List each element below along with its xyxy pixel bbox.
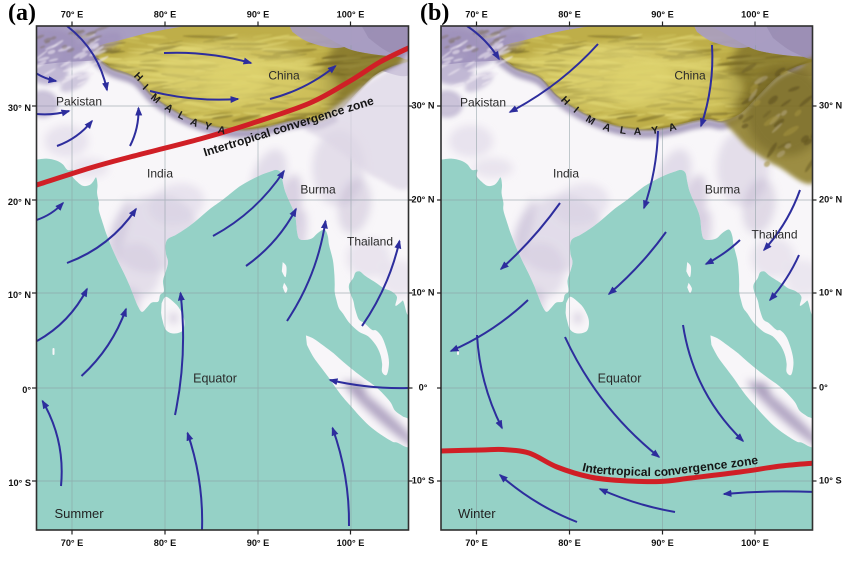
svg-text:70° E: 70° E [61,10,84,20]
svg-text:Pakistan: Pakistan [56,95,102,109]
svg-text:10° N: 10° N [8,290,31,300]
svg-text:Thailand: Thailand [751,228,797,242]
svg-text:20° N: 20° N [8,197,31,207]
svg-text:Equator: Equator [193,372,237,386]
svg-text:80° E: 80° E [154,10,177,20]
svg-text:30° N: 30° N [819,101,842,111]
svg-text:20° N: 20° N [819,195,842,205]
svg-text:70° E: 70° E [61,538,84,548]
svg-text:Equator: Equator [598,372,642,386]
svg-text:30° N: 30° N [411,101,434,111]
svg-text:70° E: 70° E [465,538,488,548]
svg-text:80° E: 80° E [558,538,581,548]
svg-text:China: China [674,69,706,83]
svg-text:L: L [619,124,628,137]
svg-text:70° E: 70° E [465,10,488,20]
svg-text:A: A [217,124,227,137]
svg-text:A: A [601,121,613,135]
svg-text:Summer: Summer [55,506,105,521]
svg-text:100° E: 100° E [337,10,365,20]
svg-text:90° E: 90° E [651,10,674,20]
svg-text:Y: Y [203,120,213,133]
svg-text:L: L [176,109,188,123]
svg-text:Pakistan: Pakistan [460,96,506,110]
svg-text:10° N: 10° N [819,288,842,298]
svg-text:India: India [147,167,173,181]
svg-text:0°: 0° [419,383,428,393]
svg-text:90° E: 90° E [651,538,674,548]
svg-text:Burma: Burma [705,183,741,197]
svg-text:100° E: 100° E [741,10,769,20]
svg-text:Winter: Winter [458,506,496,521]
svg-text:A: A [634,126,642,138]
svg-text:0°: 0° [819,383,828,393]
svg-text:100° E: 100° E [741,538,769,548]
svg-text:10° S: 10° S [819,476,842,486]
svg-text:I: I [140,82,150,93]
svg-text:Y: Y [651,124,660,137]
svg-text:(a): (a) [8,0,36,26]
svg-text:90° E: 90° E [247,10,270,20]
svg-text:20° N: 20° N [411,195,434,205]
svg-text:80° E: 80° E [558,10,581,20]
svg-text:10° N: 10° N [411,288,434,298]
svg-text:China: China [268,69,300,83]
svg-text:Thailand: Thailand [347,235,393,249]
svg-text:10° S: 10° S [8,478,31,488]
svg-text:90° E: 90° E [247,538,270,548]
svg-text:80° E: 80° E [154,538,177,548]
svg-text:I: I [571,105,581,116]
svg-text:100° E: 100° E [337,538,365,548]
svg-text:0°: 0° [22,385,31,395]
svg-text:(b): (b) [420,0,449,26]
svg-text:10° S: 10° S [412,476,435,486]
svg-text:Burma: Burma [300,183,336,197]
svg-text:India: India [553,167,579,181]
svg-text:30° N: 30° N [8,103,31,113]
svg-text:A: A [667,121,678,135]
